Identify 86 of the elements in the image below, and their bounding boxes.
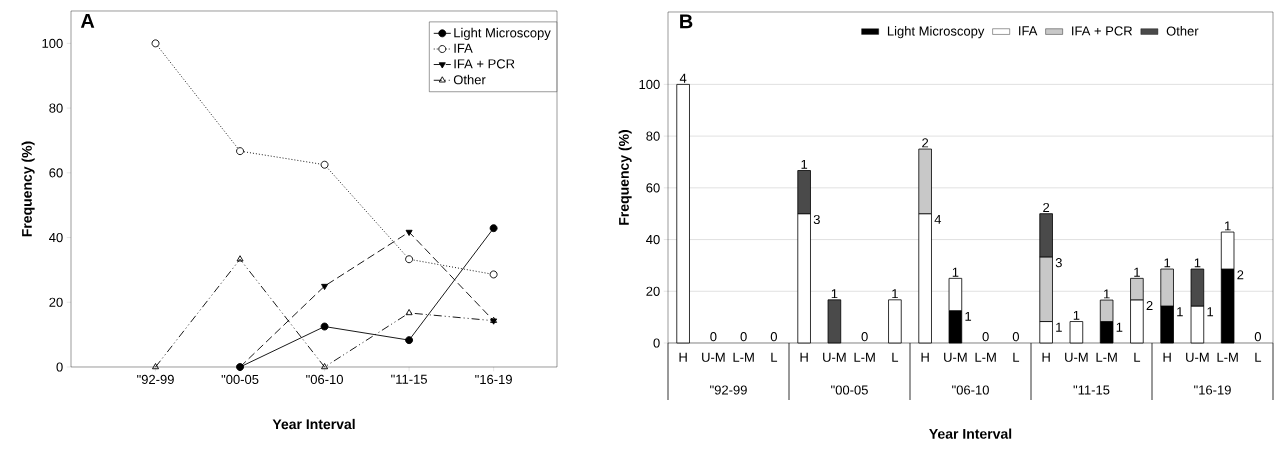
annotation: 4: [934, 214, 942, 224]
x-tick-label: L-M: [1217, 352, 1238, 362]
x-tick-label: "00-05: [221, 374, 259, 384]
x-tick-label: L: [1013, 352, 1020, 362]
annotation: 1: [952, 267, 959, 277]
text: "11-15: [1073, 385, 1110, 395]
x-tick-label: "06-10: [306, 374, 343, 384]
annotation: 1: [892, 289, 898, 299]
annotation: 1: [1104, 289, 1110, 299]
annotation: 1: [1116, 322, 1123, 332]
x-tick-label: U-M: [1065, 352, 1088, 362]
x-tick-label: U-M: [823, 352, 846, 362]
x-tick-label: U-M: [944, 352, 967, 362]
annotation: 3: [813, 214, 820, 225]
y-tick-label: 20: [49, 297, 63, 307]
chart-title: B: [680, 14, 693, 29]
annotation: 1: [831, 289, 838, 299]
annotation: 1: [1194, 258, 1201, 268]
annotation: 1: [1073, 310, 1080, 320]
annotation: 0: [982, 332, 989, 342]
legend-label: Light Microscopy: [887, 26, 985, 39]
text: "06-10: [952, 385, 989, 395]
x-tick-label: U-M: [1186, 352, 1209, 362]
x-tick-label: L: [1255, 352, 1262, 362]
y-tick-label: 100: [639, 79, 660, 89]
y-tick-label: 100: [42, 38, 63, 48]
annotation: 2: [922, 138, 929, 148]
x-tick-label: L-M: [975, 352, 996, 362]
annotation: 3: [1055, 258, 1062, 268]
annotation: 2: [1043, 202, 1050, 212]
x-tick-label: H: [800, 352, 808, 362]
annotation: 0: [740, 332, 747, 342]
x-tick-label: "11-15: [391, 374, 427, 384]
legend-label: Light Microscopy: [454, 27, 551, 40]
annotation: 1: [1134, 267, 1140, 277]
y-axis-title: Frequency (%): [21, 141, 35, 237]
annotation: 0: [710, 332, 717, 342]
x-tick-label: L-M: [1096, 352, 1117, 362]
text: "16-19: [1194, 385, 1231, 395]
y-tick-label: 80: [646, 131, 660, 141]
x-tick-label: "16-19: [475, 374, 512, 384]
legend-label: IFA + PCR: [1072, 26, 1133, 36]
x-tick-label: H: [679, 352, 687, 362]
x-axis-title: Year Interval: [929, 428, 1012, 439]
annotation: 1: [1177, 307, 1183, 317]
annotation: 2: [1237, 270, 1244, 280]
x-tick-label: L: [771, 352, 778, 362]
x-tick-label: "92-99: [137, 374, 174, 384]
legend-label: IFA: [1019, 26, 1038, 36]
annotation: 2: [1146, 301, 1153, 311]
annotation: 1: [1056, 322, 1062, 332]
annotation: 1: [1164, 258, 1171, 268]
y-tick-label: 20: [646, 286, 660, 296]
x-tick-label: L-M: [733, 352, 754, 362]
y-tick-label: 60: [49, 168, 63, 178]
y-tick-label: 40: [646, 234, 660, 245]
annotation: 1: [965, 311, 972, 321]
chart-title: A: [80, 13, 95, 28]
annotation: 0: [770, 332, 777, 342]
annotation: 1: [801, 159, 808, 169]
annotation: 0: [1254, 332, 1261, 342]
x-tick-label: H: [921, 352, 929, 362]
y-tick-label: 0: [56, 362, 63, 372]
annotation: 1: [1225, 221, 1231, 231]
y-tick-label: 0: [653, 338, 660, 348]
annotation: 0: [861, 332, 868, 342]
y-tick-label: 60: [646, 183, 660, 193]
x-axis-title: Year Interval: [272, 418, 355, 430]
annotation: 4: [679, 73, 687, 83]
x-tick-label: H: [1163, 352, 1171, 362]
annotation: 1: [1207, 307, 1214, 317]
legend-label: IFA + PCR: [454, 59, 515, 69]
x-tick-label: L-M: [854, 352, 875, 362]
y-tick-label: 80: [49, 103, 63, 113]
x-tick-label: U-M: [702, 352, 725, 362]
legend-label: IFA: [454, 43, 473, 53]
annotation: 0: [1012, 332, 1019, 342]
x-tick-label: L: [1134, 352, 1141, 362]
x-tick-label: L: [892, 352, 899, 362]
text: "00-05: [831, 385, 868, 395]
legend-label: Other: [453, 74, 486, 85]
text: "92-99: [710, 385, 747, 395]
y-axis-title: Frequency (%): [618, 129, 632, 225]
legend-label: Other: [1166, 26, 1199, 36]
y-tick-label: 40: [49, 232, 63, 243]
x-tick-label: H: [1042, 352, 1050, 362]
